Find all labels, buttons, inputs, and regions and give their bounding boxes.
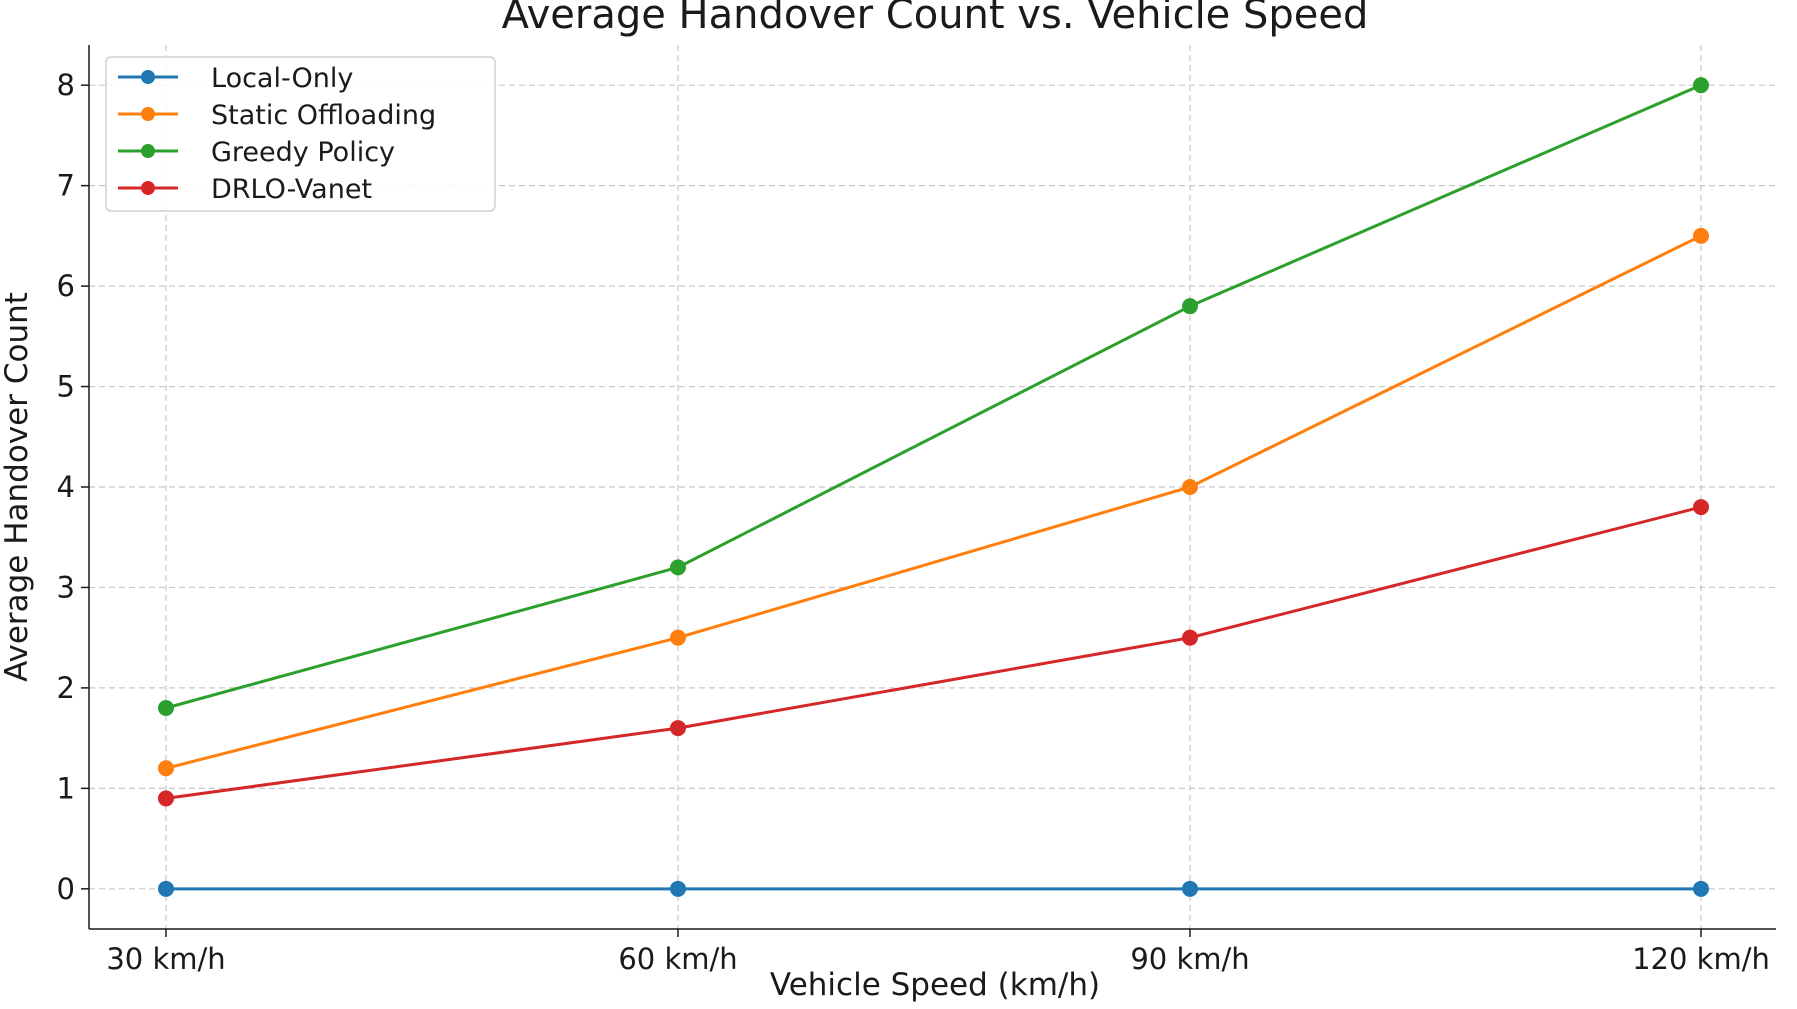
data-point <box>670 629 686 646</box>
y-tick-label: 1 <box>57 771 75 805</box>
legend-item: DRLO-Vanet <box>118 174 372 205</box>
data-point <box>1182 479 1198 495</box>
data-point <box>158 880 174 897</box>
series-drlo-vanet <box>158 499 1709 807</box>
data-point <box>1182 880 1198 897</box>
y-tick-label: 0 <box>57 872 75 906</box>
data-point <box>1693 880 1709 897</box>
x-tick-label: 90 km/h <box>1130 942 1249 976</box>
series-local-only <box>158 880 1709 897</box>
data-point <box>1693 499 1709 516</box>
x-axis-label: Vehicle Speed (km/h) <box>770 967 1100 1003</box>
data-point <box>158 760 174 777</box>
legend-box <box>105 56 496 212</box>
y-tick-label: 6 <box>57 269 75 303</box>
series-lines <box>158 77 1709 897</box>
legend-label: Local-Only <box>211 63 353 94</box>
legend-swatch-marker <box>141 70 155 84</box>
y-tick-label: 2 <box>57 671 75 705</box>
legend-label: DRLO-Vanet <box>211 174 372 205</box>
y-tick-label: 3 <box>57 570 75 604</box>
legend-item: Greedy Policy <box>118 137 395 168</box>
legend-label: Static Offloading <box>211 100 436 131</box>
series-line <box>165 505 1702 800</box>
legend-item: Local-Only <box>118 63 353 94</box>
legend-swatch-marker <box>141 181 155 195</box>
series-line <box>165 83 1702 710</box>
x-tick-label: 60 km/h <box>618 942 737 976</box>
y-tick-label: 7 <box>57 169 75 203</box>
y-axis-label: Average Handover Count <box>0 292 35 682</box>
y-tick-label: 5 <box>57 370 75 404</box>
y-tick-label: 4 <box>57 470 75 504</box>
series-line <box>165 234 1702 770</box>
series-greedy-policy <box>158 77 1709 716</box>
x-tick-label: 30 km/h <box>106 942 225 976</box>
y-tick-label: 8 <box>57 68 75 102</box>
x-tick-label: 120 km/h <box>1632 942 1770 976</box>
data-point <box>1693 227 1709 244</box>
data-point <box>670 720 686 737</box>
data-point <box>1182 629 1198 646</box>
series-static-offloading <box>158 227 1709 777</box>
data-point <box>158 700 174 716</box>
chart-title: Average Handover Count vs. Vehicle Speed <box>502 0 1369 38</box>
data-point <box>158 790 174 807</box>
data-point <box>1693 77 1709 94</box>
tick-labels: 0 1 2 3 4 5 6 7 8 30 km/h 60 km/h 90 km/h 120 km/h <box>57 68 1770 976</box>
legend-swatch-marker <box>141 107 155 121</box>
data-point <box>670 880 686 897</box>
legend-swatch-marker <box>141 144 155 158</box>
legend-item: Static Offloading <box>118 100 436 131</box>
data-point <box>670 559 686 576</box>
legend: Local-Only Static Offloading Greedy Policy… <box>105 56 496 212</box>
data-point <box>1182 298 1198 315</box>
legend-label: Greedy Policy <box>211 137 395 168</box>
axes <box>81 45 1776 937</box>
